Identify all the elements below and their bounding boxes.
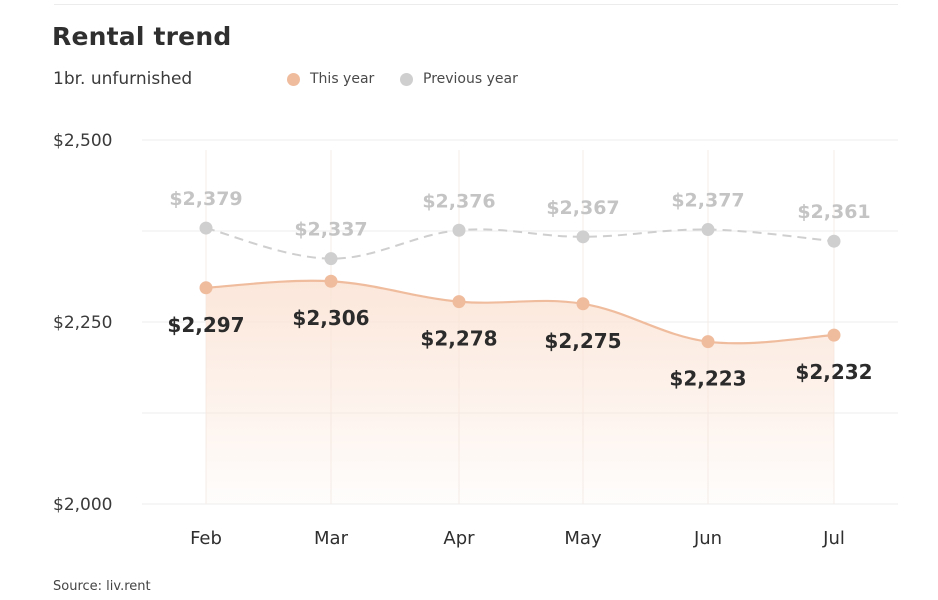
legend-item-previous-year: Previous year	[400, 71, 518, 87]
legend-label-previous-year: Previous year	[423, 71, 518, 87]
previous-year-label-may: $2,367	[546, 197, 619, 219]
this-year-point-may	[576, 297, 590, 311]
this-year-point-feb	[199, 281, 213, 295]
legend-dot-this-year	[287, 72, 300, 86]
y-tick-label-2500: $2,500	[53, 131, 112, 151]
this-year-label-apr: $2,278	[420, 327, 497, 351]
this-year-point-jul	[827, 328, 841, 342]
source-note: Source: liv.rent	[53, 579, 151, 594]
this-year-point-apr	[452, 295, 466, 309]
x-tick-label-feb: Feb	[190, 528, 222, 549]
x-tick-label-mar: Mar	[314, 528, 349, 549]
previous-year-label-feb: $2,379	[169, 188, 242, 210]
x-tick-label-may: May	[564, 528, 602, 549]
previous-year-label-mar: $2,337	[294, 219, 367, 241]
y-tick-label-2000: $2,000	[53, 495, 112, 515]
chart-title: Rental trend	[52, 22, 232, 51]
this-year-label-feb: $2,297	[167, 313, 244, 337]
previous-year-label-jun: $2,377	[671, 190, 744, 212]
this-year-point-mar	[324, 274, 338, 288]
chart-subtitle: 1br. unfurnished	[53, 69, 193, 89]
legend-item-this-year: This year	[287, 71, 374, 87]
this-year-label-may: $2,275	[544, 329, 621, 353]
previous-year-label-apr: $2,376	[422, 190, 495, 212]
this-year-point-jun	[701, 335, 715, 349]
x-tick-label-jul: Jul	[822, 528, 845, 549]
legend-dot-previous-year	[400, 72, 413, 86]
previous-year-point-may	[576, 230, 590, 244]
previous-year-point-mar	[324, 252, 338, 266]
previous-year-point-apr	[452, 223, 466, 237]
previous-year-point-feb	[199, 221, 213, 235]
legend-label-this-year: This year	[310, 71, 375, 87]
this-year-label-jun: $2,223	[669, 367, 746, 391]
this-year-label-mar: $2,306	[292, 306, 369, 330]
y-tick-label-2250: $2,250	[53, 313, 112, 333]
previous-year-point-jul	[827, 234, 841, 248]
top-divider	[54, 4, 898, 5]
this-year-line	[205, 279, 835, 345]
this-year-label-jul: $2,232	[795, 360, 872, 384]
previous-year-label-jul: $2,361	[797, 201, 870, 223]
x-tick-label-jun: Jun	[693, 528, 722, 549]
previous-year-point-jun	[701, 223, 715, 237]
this-year-area	[206, 280, 834, 504]
previous-year-line	[205, 227, 835, 260]
x-tick-label-apr: Apr	[443, 528, 475, 549]
